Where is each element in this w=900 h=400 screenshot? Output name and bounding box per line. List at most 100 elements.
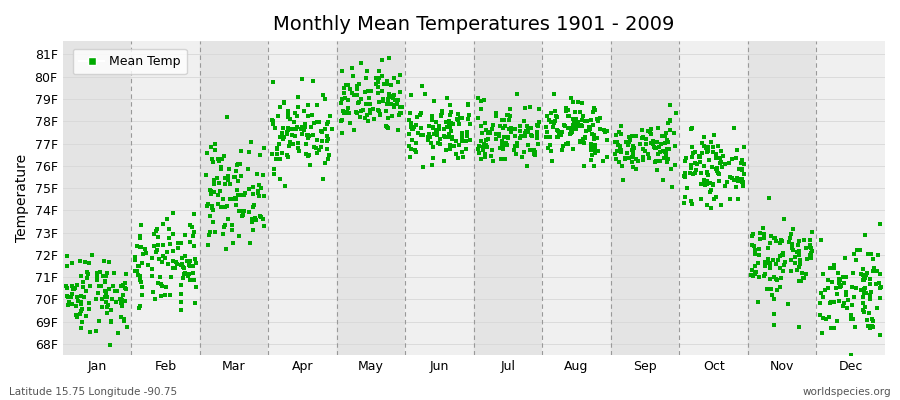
Point bbox=[349, 86, 364, 92]
Point bbox=[659, 150, 673, 156]
Point bbox=[545, 124, 560, 130]
Point bbox=[518, 118, 532, 124]
Point bbox=[303, 162, 318, 168]
Point bbox=[635, 156, 650, 163]
Point bbox=[135, 292, 149, 298]
Point bbox=[571, 99, 585, 105]
Point bbox=[757, 231, 771, 238]
Point bbox=[320, 156, 335, 162]
Point bbox=[839, 289, 853, 295]
Point bbox=[355, 59, 369, 66]
Point bbox=[609, 148, 624, 154]
Point bbox=[163, 292, 177, 298]
Point bbox=[784, 257, 798, 263]
Point bbox=[814, 290, 829, 296]
Point bbox=[848, 324, 862, 330]
Point bbox=[186, 210, 201, 217]
Point bbox=[575, 100, 590, 106]
Point bbox=[683, 198, 698, 204]
Point bbox=[860, 270, 874, 276]
Point bbox=[273, 176, 287, 182]
Point bbox=[145, 273, 159, 279]
Point bbox=[444, 120, 458, 126]
Point bbox=[442, 120, 456, 127]
Point bbox=[858, 284, 872, 291]
Point bbox=[592, 114, 607, 121]
Point bbox=[559, 105, 573, 112]
Point bbox=[822, 314, 836, 320]
Point bbox=[454, 114, 468, 121]
Point bbox=[128, 268, 142, 274]
Point bbox=[89, 328, 104, 334]
Point bbox=[815, 314, 830, 321]
Point bbox=[829, 285, 843, 292]
Point bbox=[661, 120, 675, 126]
Point bbox=[364, 88, 379, 94]
Point bbox=[217, 224, 231, 231]
Point bbox=[634, 135, 649, 141]
Point bbox=[352, 81, 366, 88]
Point bbox=[762, 239, 777, 246]
Point bbox=[162, 226, 176, 232]
Point bbox=[788, 260, 803, 266]
Point bbox=[59, 282, 74, 289]
Point bbox=[249, 217, 264, 223]
Point bbox=[446, 121, 460, 128]
Point bbox=[665, 184, 680, 190]
Point bbox=[360, 112, 374, 118]
Point bbox=[857, 275, 871, 282]
Point bbox=[499, 140, 513, 146]
Point bbox=[443, 102, 457, 108]
Point bbox=[117, 318, 131, 324]
Point bbox=[521, 129, 535, 135]
Point bbox=[472, 150, 486, 156]
Point bbox=[684, 125, 698, 132]
Point bbox=[387, 74, 401, 81]
Point bbox=[99, 294, 113, 300]
Point bbox=[573, 138, 588, 144]
Point bbox=[275, 129, 290, 136]
Point bbox=[266, 151, 280, 158]
Point bbox=[831, 270, 845, 276]
Point bbox=[322, 152, 337, 158]
Point bbox=[493, 156, 508, 163]
Point bbox=[561, 141, 575, 147]
Point bbox=[286, 119, 301, 126]
Point bbox=[183, 276, 197, 283]
Point bbox=[254, 184, 268, 191]
Point bbox=[770, 260, 784, 267]
Point bbox=[269, 156, 284, 162]
Point bbox=[288, 132, 302, 139]
Point bbox=[745, 232, 760, 239]
Point bbox=[584, 140, 598, 147]
Point bbox=[103, 342, 117, 348]
Point bbox=[426, 124, 440, 130]
Point bbox=[551, 128, 565, 134]
Point bbox=[359, 101, 374, 108]
Point bbox=[684, 165, 698, 171]
Point bbox=[747, 247, 761, 254]
Point bbox=[174, 262, 188, 268]
Point bbox=[639, 136, 653, 142]
Point bbox=[866, 256, 880, 262]
Point bbox=[350, 83, 365, 89]
Point bbox=[584, 152, 598, 158]
Point bbox=[871, 280, 886, 286]
Point bbox=[586, 122, 600, 128]
Point bbox=[382, 94, 396, 100]
Point bbox=[837, 299, 851, 306]
Point bbox=[543, 134, 557, 140]
Point bbox=[320, 146, 334, 152]
Point bbox=[805, 253, 819, 259]
Point bbox=[74, 301, 88, 307]
Point bbox=[503, 112, 517, 119]
Point bbox=[381, 125, 395, 131]
Point bbox=[169, 259, 184, 266]
Point bbox=[104, 318, 118, 324]
Point bbox=[716, 153, 730, 160]
Point bbox=[335, 130, 349, 136]
Point bbox=[439, 119, 454, 126]
Point bbox=[656, 147, 670, 154]
Point bbox=[433, 136, 447, 142]
Point bbox=[176, 264, 191, 270]
